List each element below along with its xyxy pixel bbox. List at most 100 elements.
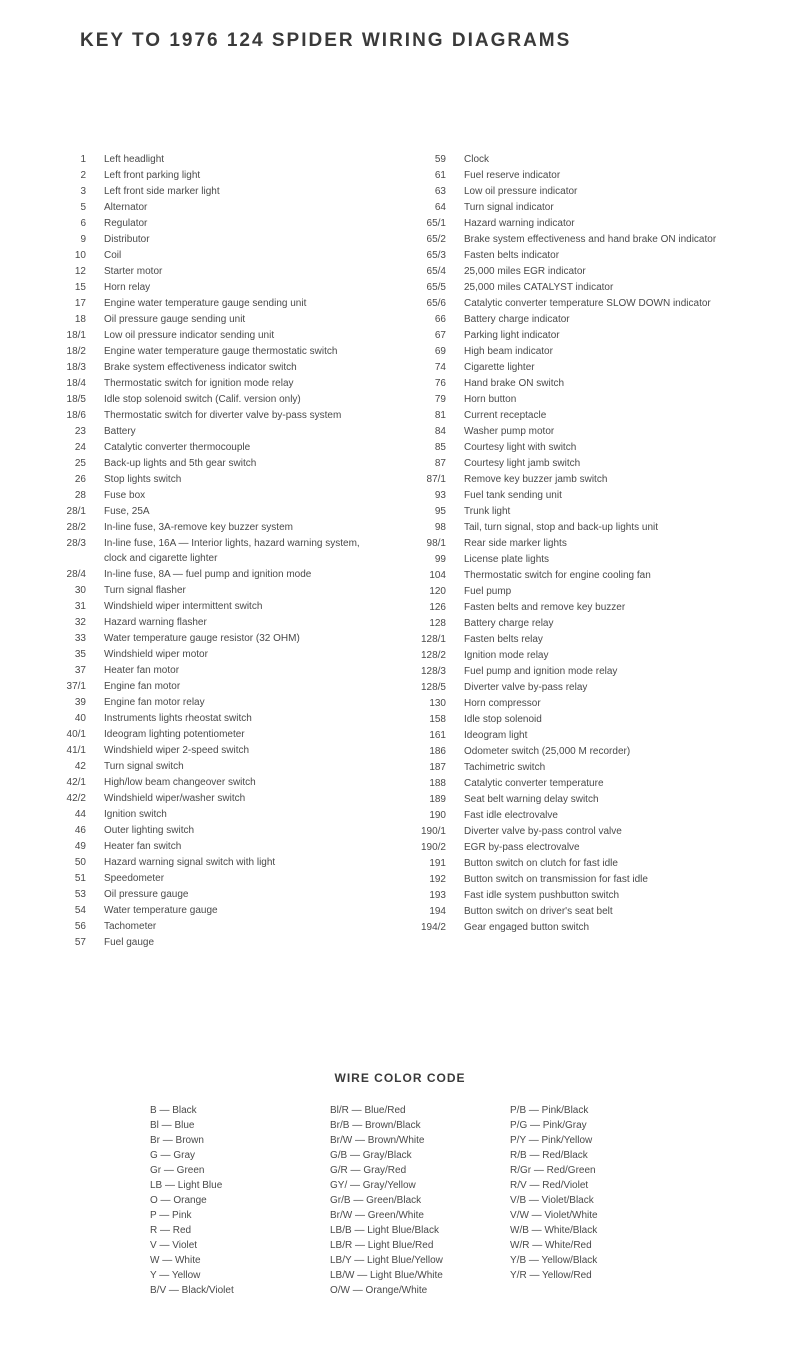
key-number: 18/5 [60, 392, 104, 407]
key-row: 40/1Ideogram lighting potentiometer [60, 727, 380, 742]
key-number: 69 [420, 344, 464, 359]
key-row: 24Catalytic converter thermocouple [60, 440, 380, 455]
key-row: 18/3Brake system effectiveness indicator… [60, 360, 380, 375]
key-description: Speedometer [104, 871, 380, 886]
key-number: 6 [60, 216, 104, 231]
key-number: 2 [60, 168, 104, 183]
key-number: 24 [60, 440, 104, 455]
key-number: 56 [60, 919, 104, 934]
key-description: Remove key buzzer jamb switch [464, 472, 740, 487]
key-row: 28/2In-line fuse, 3A-remove key buzzer s… [60, 520, 380, 535]
key-description: Stop lights switch [104, 472, 380, 487]
key-row: 28/1Fuse, 25A [60, 504, 380, 519]
key-number: 42 [60, 759, 104, 774]
color-entry: G — Gray [150, 1148, 290, 1163]
key-row: 18/1Low oil pressure indicator sending u… [60, 328, 380, 343]
key-description: Hand brake ON switch [464, 376, 740, 391]
key-description: Parking light indicator [464, 328, 740, 343]
key-row: 85Courtesy light with switch [420, 440, 740, 455]
key-row: 192Button switch on transmission for fas… [420, 872, 740, 887]
key-number: 3 [60, 184, 104, 199]
key-row: 59Clock [420, 152, 740, 167]
key-row: 158Idle stop solenoid [420, 712, 740, 727]
key-description: Current receptacle [464, 408, 740, 423]
key-number: 79 [420, 392, 464, 407]
key-number: 190/1 [420, 824, 464, 839]
key-description: Battery [104, 424, 380, 439]
color-entry: R — Red [150, 1223, 290, 1238]
key-description: Tail, turn signal, stop and back-up ligh… [464, 520, 740, 535]
key-row: 93Fuel tank sending unit [420, 488, 740, 503]
key-number: 193 [420, 888, 464, 903]
key-row: 3Left front side marker light [60, 184, 380, 199]
key-row: 25Back-up lights and 5th gear switch [60, 456, 380, 471]
color-entry: B/V — Black/Violet [150, 1283, 290, 1298]
key-description: Starter motor [104, 264, 380, 279]
key-description: Washer pump motor [464, 424, 740, 439]
key-number: 194/2 [420, 920, 464, 935]
key-description: Hazard warning flasher [104, 615, 380, 630]
key-row: 46Outer lighting switch [60, 823, 380, 838]
key-description: Fasten belts and remove key buzzer [464, 600, 740, 615]
color-entry: Y — Yellow [150, 1268, 290, 1283]
key-row: 53Oil pressure gauge [60, 887, 380, 902]
key-row: 69High beam indicator [420, 344, 740, 359]
key-number: 188 [420, 776, 464, 791]
key-description: Catalytic converter temperature [464, 776, 740, 791]
key-number: 18/1 [60, 328, 104, 343]
key-number: 104 [420, 568, 464, 583]
key-number: 128/5 [420, 680, 464, 695]
key-description: Idle stop solenoid switch (Calif. versio… [104, 392, 380, 407]
key-row: 65/525,000 miles CATALYST indicator [420, 280, 740, 295]
key-description: Catalytic converter temperature SLOW DOW… [464, 296, 740, 311]
key-row: 39Engine fan motor relay [60, 695, 380, 710]
color-entry: Gr — Green [150, 1163, 290, 1178]
key-description: Brake system effectiveness and hand brak… [464, 232, 740, 247]
key-description: Ignition mode relay [464, 648, 740, 663]
color-entry: R/B — Red/Black [510, 1148, 650, 1163]
key-description: Engine fan motor [104, 679, 380, 694]
key-number: 10 [60, 248, 104, 263]
key-row: 74Cigarette lighter [420, 360, 740, 375]
color-entry: Br — Brown [150, 1133, 290, 1148]
key-description: Oil pressure gauge [104, 887, 380, 902]
color-entry: W/B — White/Black [510, 1223, 650, 1238]
color-entry: O/W — Orange/White [330, 1283, 470, 1298]
key-description: Windshield wiper 2-speed switch [104, 743, 380, 758]
key-row: 79Horn button [420, 392, 740, 407]
key-description: Thermostatic switch for diverter valve b… [104, 408, 380, 423]
key-columns: 1Left headlight2Left front parking light… [60, 152, 740, 951]
key-number: 67 [420, 328, 464, 343]
color-entry: GY/ — Gray/Yellow [330, 1178, 470, 1193]
key-description: Water temperature gauge resistor (32 OHM… [104, 631, 380, 646]
key-number: 35 [60, 647, 104, 662]
key-description: Turn signal indicator [464, 200, 740, 215]
key-row: 99License plate lights [420, 552, 740, 567]
key-row: 66Battery charge indicator [420, 312, 740, 327]
key-number: 57 [60, 935, 104, 950]
key-description: Rear side marker lights [464, 536, 740, 551]
key-row: 63Low oil pressure indicator [420, 184, 740, 199]
key-description: Cigarette lighter [464, 360, 740, 375]
key-description: Fuel pump [464, 584, 740, 599]
key-row: 161Ideogram light [420, 728, 740, 743]
key-description: Alternator [104, 200, 380, 215]
color-entry: R/Gr — Red/Green [510, 1163, 650, 1178]
key-number: 28/1 [60, 504, 104, 519]
key-description: High beam indicator [464, 344, 740, 359]
key-number: 63 [420, 184, 464, 199]
key-number: 87/1 [420, 472, 464, 487]
key-number: 65/1 [420, 216, 464, 231]
key-description: Low oil pressure indicator sending unit [104, 328, 380, 343]
key-description: 25,000 miles CATALYST indicator [464, 280, 740, 295]
key-row: 18/6Thermostatic switch for diverter val… [60, 408, 380, 423]
color-entry: Bl/R — Blue/Red [330, 1103, 470, 1118]
key-row: 37Heater fan motor [60, 663, 380, 678]
key-row: 120Fuel pump [420, 584, 740, 599]
key-description: Fuel reserve indicator [464, 168, 740, 183]
key-number: 128/1 [420, 632, 464, 647]
key-description: Thermostatic switch for engine cooling f… [464, 568, 740, 583]
key-row: 42/1High/low beam changeover switch [60, 775, 380, 790]
key-number: 39 [60, 695, 104, 710]
key-description: Outer lighting switch [104, 823, 380, 838]
